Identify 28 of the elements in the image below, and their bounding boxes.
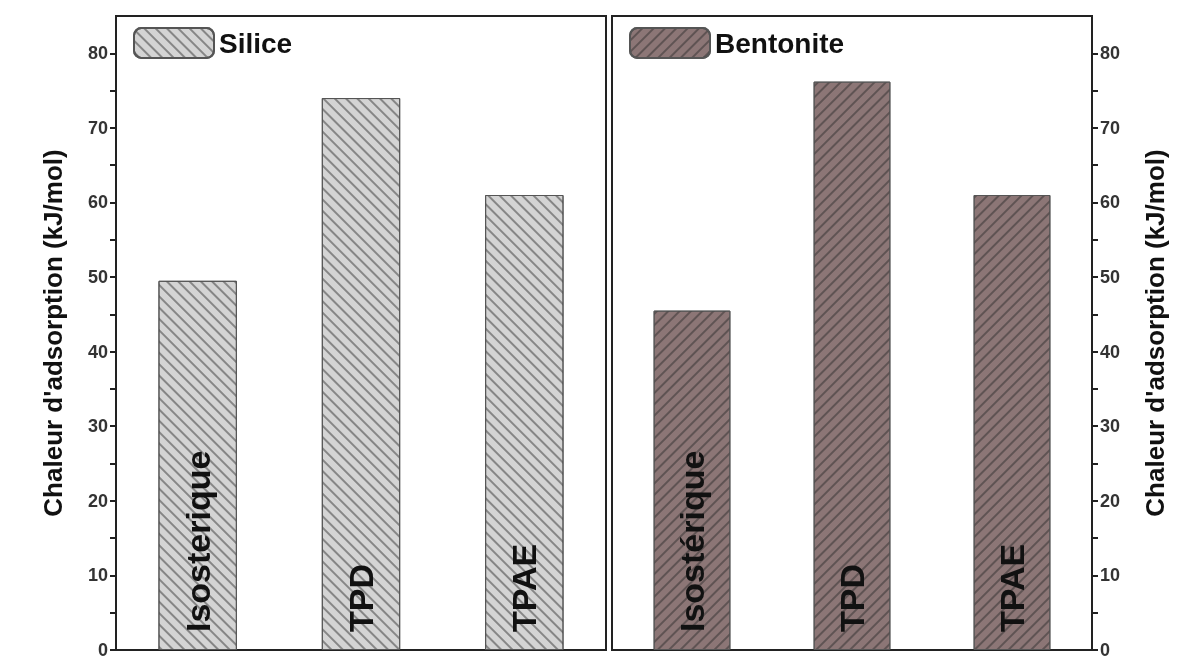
y-tick-label: 0 — [97, 640, 108, 660]
y-tick-label: 30 — [1100, 416, 1121, 437]
y-tick-label: 20 — [1100, 490, 1121, 511]
y-tick-label: 70 — [87, 117, 108, 138]
y-tick-label: 60 — [87, 192, 108, 213]
y-tick-label: 10 — [87, 565, 108, 586]
legend-label: Bentonite — [715, 27, 845, 59]
y-tick-label: 10 — [1100, 565, 1121, 586]
y-tick-label: 30 — [87, 416, 108, 437]
legend-label: Silice — [219, 27, 293, 59]
y-tick-label: 20 — [87, 490, 108, 511]
y-tick-label: 80 — [1100, 43, 1121, 64]
y-axis-title: Chaleur d'adsorption (kJ/mol) — [1140, 149, 1170, 517]
category-label: TPAE — [993, 543, 1031, 632]
y-tick-label: 80 — [87, 43, 108, 64]
y-tick-label: 0 — [1100, 640, 1111, 660]
y-tick-label: 40 — [87, 341, 108, 362]
y-tick-label: 60 — [1100, 192, 1121, 213]
y-tick-label: 70 — [1100, 117, 1121, 138]
y-axis-title: Chaleur d'adsorption (kJ/mol) — [38, 149, 68, 517]
category-label: Isostérique — [673, 450, 711, 632]
category-label: Isosterique — [178, 450, 217, 632]
y-tick-label: 50 — [1100, 267, 1121, 288]
category-label: TPD — [342, 564, 380, 632]
category-label: TPD — [833, 564, 871, 632]
y-tick-label: 50 — [87, 267, 108, 288]
y-tick-label: 40 — [1100, 341, 1121, 362]
category-label: TPAE — [505, 543, 544, 632]
